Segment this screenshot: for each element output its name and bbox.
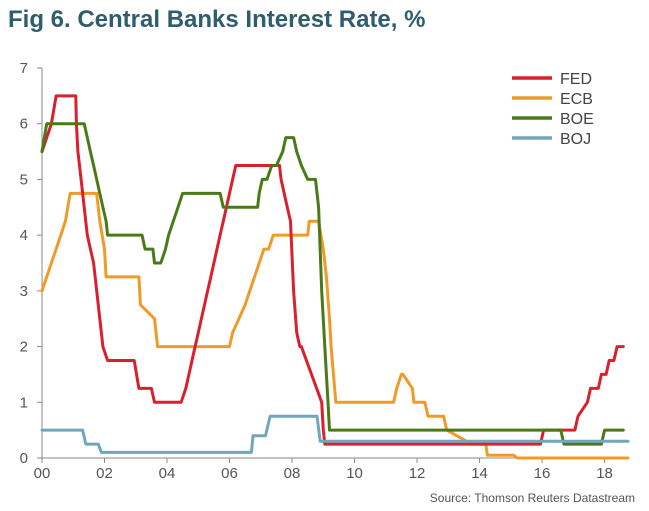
chart-legend: FED ECB BOE BOJ: [512, 71, 594, 148]
x-tick-label: 10: [346, 465, 363, 482]
series-line-boj: [40, 414, 630, 454]
y-tick-label: 6: [20, 116, 28, 133]
x-tick-label: 14: [471, 465, 488, 482]
y-tick-label: 1: [20, 394, 28, 411]
y-tick-label: 3: [20, 283, 28, 300]
x-tick-label: 02: [96, 465, 113, 482]
legend-label-fed: FED: [560, 71, 592, 88]
legend-label-boe: BOE: [560, 111, 594, 128]
y-tick-label: 0: [20, 450, 28, 467]
x-tick-label: 04: [159, 465, 176, 482]
y-tick-label: 2: [20, 339, 28, 356]
series-line-ecb: [40, 191, 630, 460]
series-line-boe: [40, 122, 625, 446]
y-tick-label: 7: [20, 60, 28, 77]
x-tick-label: 00: [34, 465, 51, 482]
x-tick-label: 16: [534, 465, 551, 482]
legend-label-boj: BOJ: [560, 131, 591, 148]
y-tick-label: 5: [20, 171, 28, 188]
x-tick-label: 12: [409, 465, 426, 482]
series-line-fed: [40, 94, 625, 446]
x-tick-label: 18: [596, 465, 613, 482]
x-tick-label: 06: [221, 465, 238, 482]
source-note: Source: Thomson Reuters Datastream: [430, 491, 635, 505]
y-tick-label: 4: [20, 227, 28, 244]
x-tick-label: 08: [284, 465, 301, 482]
series-layer: [40, 94, 630, 460]
legend-label-ecb: ECB: [560, 91, 593, 108]
chart-title: Fig 6. Central Banks Interest Rate, %: [8, 6, 426, 33]
